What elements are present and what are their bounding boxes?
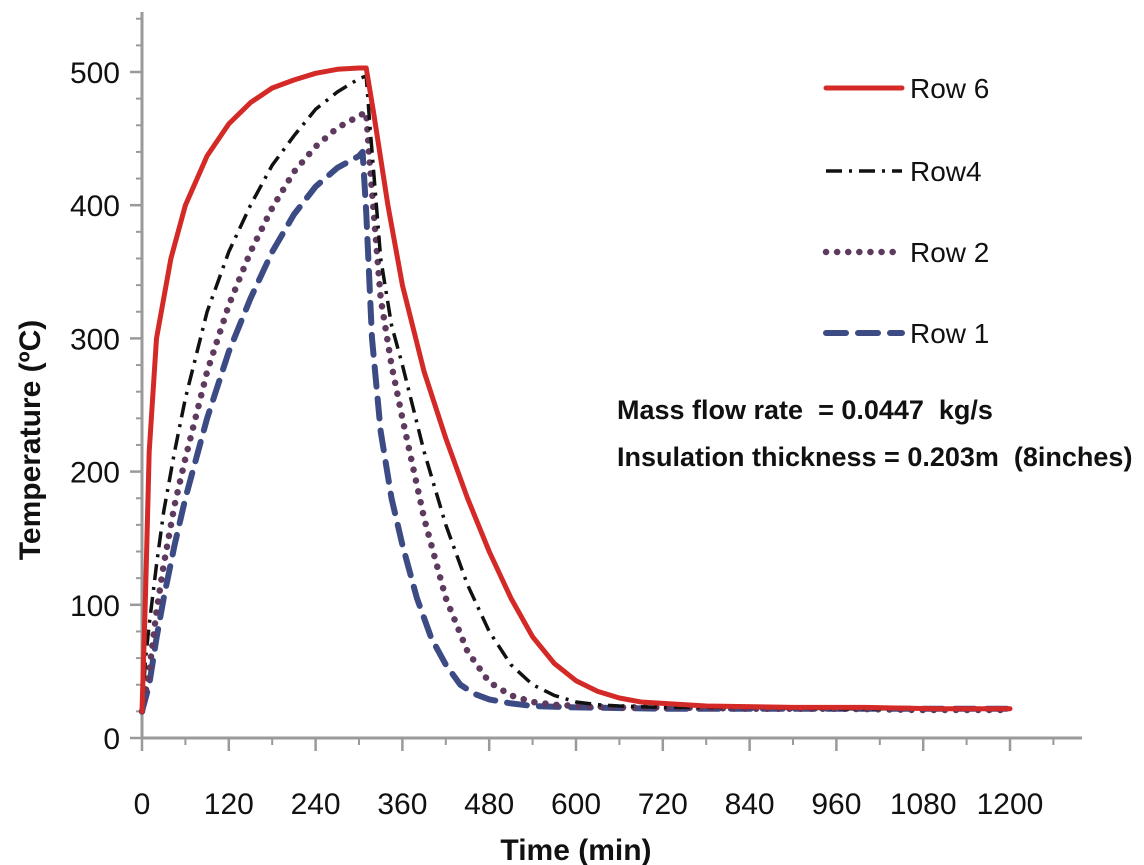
annotation-text: Insulation thickness = 0.203m (8inches): [617, 442, 1132, 472]
x-tick-label: 0: [134, 788, 151, 821]
series-line-row-2: [138, 108, 1014, 715]
x-tick-label: 840: [725, 788, 775, 821]
x-tick-label: 1080: [890, 788, 957, 821]
legend-label-row-1: Row 1: [910, 318, 989, 349]
y-tick-label: 200: [70, 457, 120, 490]
annotation-text: Mass flow rate = 0.0447 kg/s: [617, 395, 993, 425]
x-tick-label: 240: [291, 788, 341, 821]
x-tick-label: 960: [811, 788, 861, 821]
legend: Row 6 Row4 Row 2 Row 1: [822, 73, 989, 349]
y-tick-label: 0: [103, 723, 120, 756]
legend-label-row-6: Row 6: [910, 73, 989, 104]
series-line-row-1: [139, 148, 1013, 715]
series-layer: [138, 65, 1014, 715]
series-line-row4: [140, 74, 1010, 712]
legend-label-row-2: Row 2: [910, 237, 989, 268]
y-axis-title: Temperature (ºC): [14, 320, 47, 560]
legend-label-row4: Row4: [910, 156, 982, 187]
y-tick-label: 300: [70, 323, 120, 356]
x-tick-label: 600: [551, 788, 601, 821]
x-tick-label: 720: [638, 788, 688, 821]
y-tick-label: 400: [70, 190, 120, 223]
x-tick-label: 120: [204, 788, 254, 821]
annotations: Mass flow rate = 0.0447 kg/s Insulation t…: [617, 395, 1132, 472]
x-tick-label: 480: [464, 788, 514, 821]
y-tick-label: 500: [70, 57, 120, 90]
x-axis-title: Time (min): [500, 834, 651, 865]
axes: 0 100 200 300 400 500 0 120 240 360 480 600 720 840 96…: [70, 12, 1082, 821]
y-tick-label: 100: [70, 590, 120, 623]
x-tick-label: 360: [377, 788, 427, 821]
x-tick-label: 1200: [977, 788, 1044, 821]
series-line-row-6: [139, 65, 1013, 714]
